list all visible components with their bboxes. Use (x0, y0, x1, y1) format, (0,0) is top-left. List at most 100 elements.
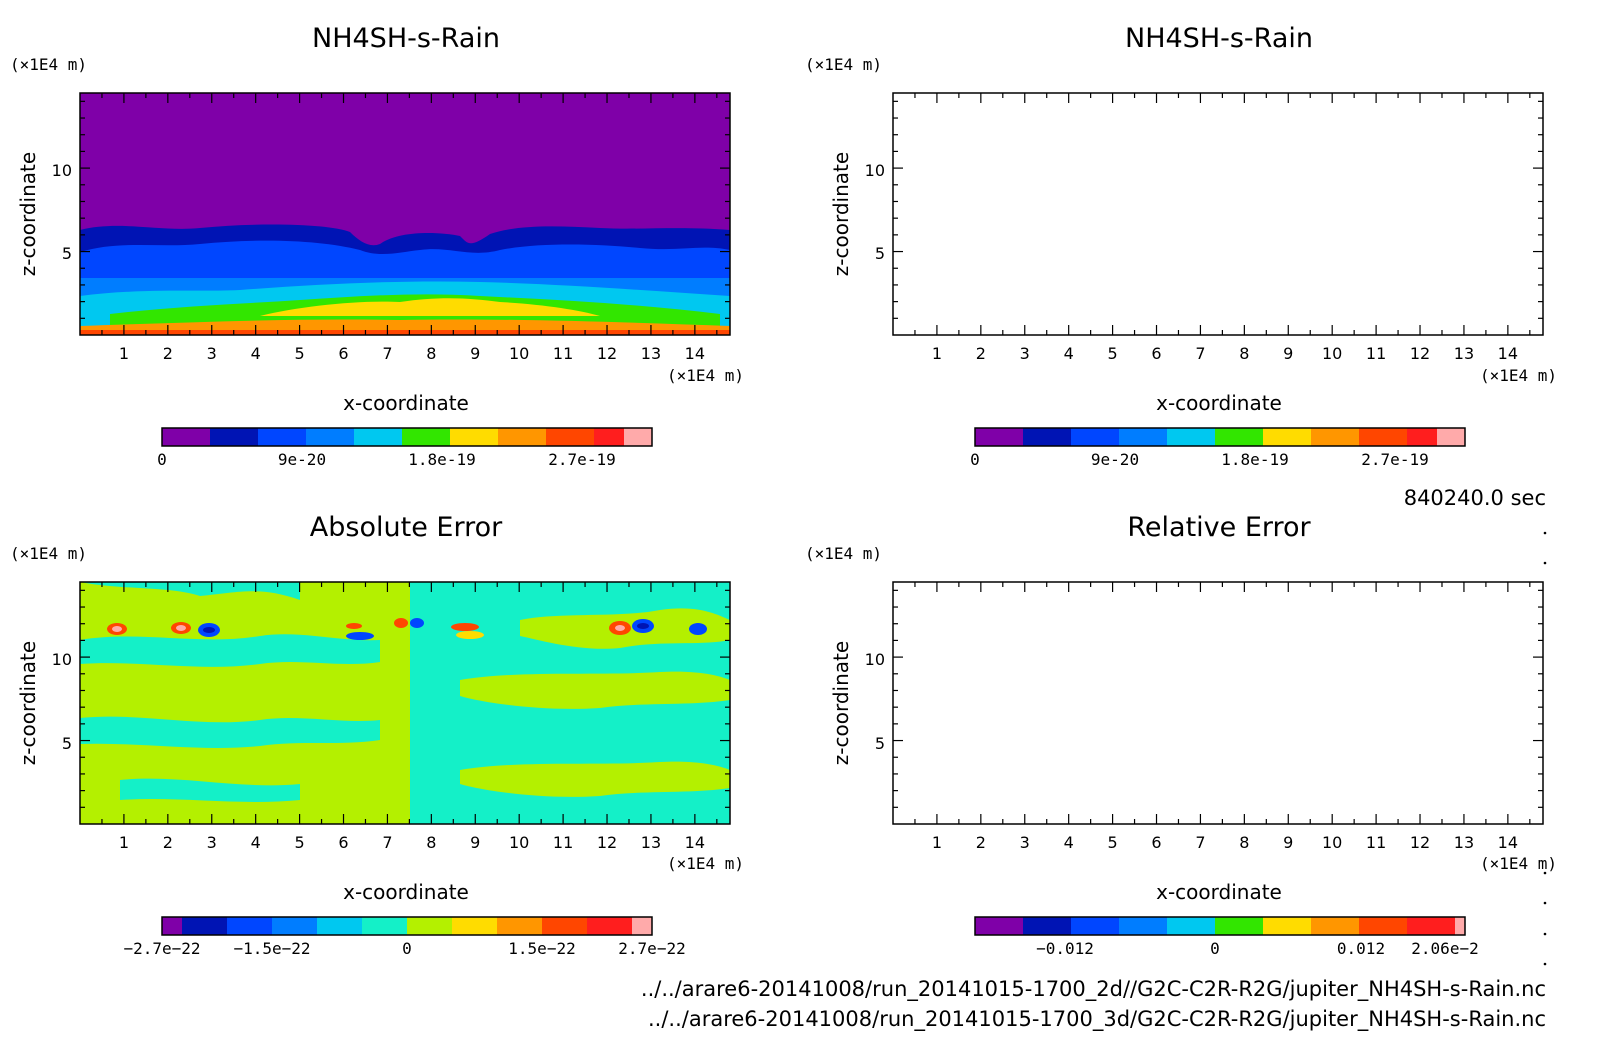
colorbar-tick-label: 0 (1210, 939, 1220, 958)
panel-title: Relative Error (1127, 512, 1311, 543)
region-green (923, 294, 1533, 335)
blob-positive (394, 618, 408, 628)
panel-absolute-error: Absolute Error (×1E4 m) (10, 512, 744, 958)
panel-relative-error: Relative Error (×1E4 m) (805, 512, 1557, 958)
x-tick-label: 1 (932, 833, 942, 852)
panel-rain-2d: NH4SH-s-Rain (×1E4 m) z-coordinate 10 5 … (10, 23, 744, 469)
x-tick-label: 10 (509, 344, 529, 363)
x-tick-label: 14 (685, 833, 705, 852)
plot-frame (892, 581, 1544, 825)
y-tick-label: 5 (62, 734, 72, 753)
colorbar-swatch (1167, 428, 1215, 446)
colorbar-tick-label: 1.5e−22 (508, 939, 575, 958)
panel-title: NH4SH-s-Rain (1125, 23, 1313, 54)
colorbar-tick-label: 9e-20 (1091, 450, 1139, 469)
x-tick-label: 10 (509, 833, 529, 852)
x-tick-label: 2 (163, 344, 173, 363)
x-tick-label: 6 (1151, 344, 1161, 363)
x-tick-label: 9 (1283, 833, 1293, 852)
blob-positive (1269, 631, 1297, 639)
y-tick-label: 5 (875, 734, 885, 753)
colorbar-swatch (210, 428, 258, 446)
region-sky (893, 717, 1193, 748)
colorbar-swatch (162, 917, 182, 935)
x-tick-label: 9 (470, 344, 480, 363)
x-tick-label: 6 (1151, 833, 1161, 852)
colorbar-swatch (272, 917, 317, 935)
region-green (1273, 672, 1543, 709)
colorbar: 0 9e-20 1.8e-19 2.7e-19 (157, 427, 653, 469)
blob-negative (1445, 619, 1467, 633)
heatmap-field (893, 582, 1543, 824)
blob-positive (451, 623, 479, 631)
x-tick-label: 1 (932, 344, 942, 363)
x-tick-label: 6 (338, 344, 348, 363)
plot-frame (79, 581, 731, 825)
colorbar-tick-label: 1.8e-19 (408, 450, 475, 469)
plot-frame (79, 92, 731, 336)
blob-negative (1223, 618, 1237, 628)
colorbar-swatch (1311, 917, 1359, 935)
colorbar-swatch (306, 428, 354, 446)
x-tick-label: 7 (382, 833, 392, 852)
colorbar-swatch (1407, 428, 1437, 446)
blob-negative (410, 618, 424, 628)
colorbar-tick-label: 2.7e−22 (618, 939, 685, 958)
x-tick-label: 9 (1283, 344, 1293, 363)
region-green (1273, 762, 1543, 797)
x-tick-label: 14 (1498, 833, 1518, 852)
colorbar-tick-label: 0.012 (1337, 939, 1385, 958)
x-tick-label: 8 (1239, 833, 1249, 852)
y-tick-label: 10 (52, 650, 72, 669)
y-axis-label: z-coordinate (829, 641, 853, 765)
region-redorange (80, 330, 730, 335)
x-tick-label: 5 (1108, 833, 1118, 852)
colorbar-swatch (1119, 428, 1167, 446)
colorbar-swatch (594, 428, 624, 446)
blob-positive (1264, 623, 1292, 631)
y-tick-label: 10 (52, 161, 72, 180)
colorbar-swatch (587, 917, 632, 935)
colorbar-swatch (546, 428, 594, 446)
y-axis-label: z-coordinate (16, 641, 40, 765)
x-tick-label: 12 (1410, 833, 1430, 852)
heatmap-field (80, 582, 730, 824)
colorbar-swatch (354, 428, 402, 446)
x-tick-label: 14 (1498, 344, 1518, 363)
region-purple (893, 93, 1543, 335)
colorbar-swatch (1359, 917, 1407, 935)
x-tick-label: 13 (1454, 344, 1474, 363)
x-tick-label: 2 (976, 344, 986, 363)
x-axis-label: x-coordinate (1156, 880, 1282, 904)
region-mint (120, 778, 300, 802)
x-unit-label: (×1E4 m) (667, 854, 744, 873)
colorbar-swatch (402, 428, 450, 446)
file-path-3d: ../../arare6-20141008/run_20141015-1700_… (648, 1007, 1546, 1032)
x-unit-label: (×1E4 m) (667, 366, 744, 385)
x-tick-label: 5 (295, 833, 305, 852)
colorbar-tick-label: 0 (402, 939, 412, 958)
x-tick-label: 3 (1020, 833, 1030, 852)
x-tick-label: 12 (1410, 344, 1430, 363)
x-tick-label: 4 (1064, 344, 1074, 363)
x-tick-label: 7 (1195, 833, 1205, 852)
x-tick-label: 4 (1064, 833, 1074, 852)
plot-frame (892, 92, 1544, 336)
region-green (893, 582, 1543, 824)
colorbar: 0 9e-20 1.8e-19 2.7e-19 (970, 427, 1466, 469)
blob-negative (346, 632, 374, 640)
x-tick-label: 9 (470, 833, 480, 852)
y-tick-label: 10 (865, 650, 885, 669)
colorbar-swatch (975, 917, 1023, 935)
colorbar-tick-label: 2.7e-19 (548, 450, 615, 469)
region-sky-right (1223, 582, 1543, 824)
colorbar-swatch (542, 917, 587, 935)
colorbar-swatch (1263, 428, 1311, 446)
colorbar-tick-label: 0 (970, 450, 980, 469)
blob-negative (689, 623, 707, 635)
colorbar: −2.7e−22 −1.5e−22 0 1.5e−22 2.7e−22 (123, 916, 686, 958)
y-tick-label: 5 (62, 244, 72, 263)
blob-positive (1207, 618, 1221, 628)
x-tick-label: 13 (641, 833, 661, 852)
x-axis-label: x-coordinate (343, 391, 469, 415)
